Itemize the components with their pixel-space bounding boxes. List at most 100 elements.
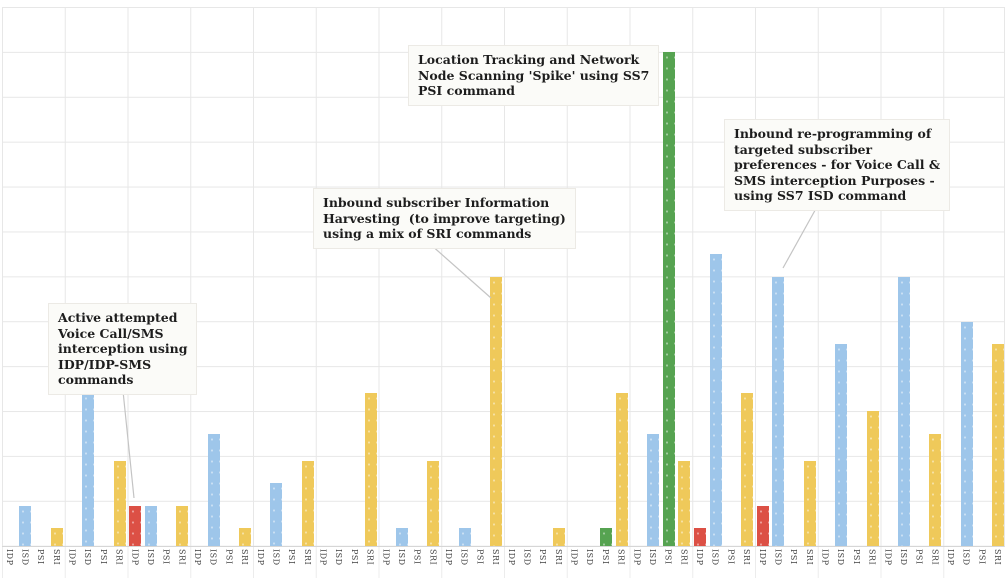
bar-sri-group11 (678, 460, 691, 546)
bar-isd-group5 (270, 483, 283, 546)
x-axis-label: SRI (365, 549, 375, 566)
bar-sri-group15 (929, 433, 942, 546)
x-axis-label: SRI (679, 549, 689, 566)
x-axis-label: ISD (836, 549, 846, 566)
x-axis-label: IDP (506, 549, 516, 566)
x-axis-label: ISD (710, 549, 720, 566)
x-axis-label: IDP (381, 549, 391, 566)
x-axis-label: ISD (208, 549, 218, 566)
bar-isd-group1 (19, 505, 32, 546)
bar-sri-group12 (741, 393, 754, 546)
x-axis-label: SRI (616, 549, 626, 566)
x-axis-label: SRI (302, 549, 312, 566)
x-axis-label: IDP (4, 549, 14, 566)
bar-sri-group8 (490, 276, 503, 546)
bar-sri-group4 (239, 528, 252, 546)
x-axis-label: SRI (742, 549, 752, 566)
x-axis-label: SRI (114, 549, 124, 566)
x-axis-label: SRI (428, 549, 438, 566)
x-axis-label: IDP (67, 549, 77, 566)
x-axis-label: PSI (914, 549, 924, 565)
x-axis-label: ISD (898, 549, 908, 566)
x-axis-label: IDP (318, 549, 328, 566)
bar-idp-group3 (129, 505, 142, 546)
x-axis-label: IDP (569, 549, 579, 566)
bar-isd-group14 (835, 343, 848, 546)
x-axis-label: SRI (553, 549, 563, 566)
x-axis-label: IDP (757, 549, 767, 566)
x-axis-label: PSI (475, 549, 485, 565)
bar-sri-group1 (50, 528, 63, 546)
bar-sri-group13 (803, 460, 816, 546)
bar-sri-group9 (552, 528, 565, 546)
x-axis-label: IDP (130, 549, 140, 566)
bar-isd-group13 (772, 276, 785, 546)
x-axis-label: ISD (20, 549, 30, 566)
bar-sri-group3 (176, 505, 189, 546)
x-axis-label: ISD (334, 549, 344, 566)
annotation-psi-spike: Location Tracking and Network Node Scann… (408, 45, 660, 106)
bar-sri-group14 (866, 411, 879, 546)
bar-isd-group2 (82, 393, 95, 546)
x-axis-label: IDP (695, 549, 705, 566)
x-axis-label: IDP (632, 549, 642, 566)
bar-isd-group15 (897, 276, 910, 546)
x-axis-label: PSI (726, 549, 736, 565)
bar-isd-group4 (207, 433, 220, 546)
x-axis-label: IDP (883, 549, 893, 566)
bar-sri-group6 (364, 393, 377, 546)
bar-idp-group13 (756, 505, 769, 546)
x-axis-label: PSI (36, 549, 46, 565)
x-axis-label: ISD (522, 549, 532, 566)
x-axis-label: SRI (491, 549, 501, 566)
x-axis-label: IDP (255, 549, 265, 566)
x-axis-label: ISD (145, 549, 155, 566)
x-axis-label: PSI (161, 549, 171, 565)
x-axis-label: SRI (804, 549, 814, 566)
bar-isd-group16 (960, 321, 973, 546)
annotation-isd-reprogramming: Inbound re-programming of targeted subsc… (724, 119, 951, 211)
bar-sri-group16 (992, 343, 1005, 546)
x-axis-label: SRI (867, 549, 877, 566)
bar-isd-group7 (395, 528, 408, 546)
x-axis-label: IDP (820, 549, 830, 566)
bar-isd-group8 (458, 528, 471, 546)
bar-isd-group11 (646, 433, 659, 546)
x-axis-label: PSI (977, 549, 987, 565)
x-axis-label: PSI (789, 549, 799, 565)
x-axis-label: SRI (177, 549, 187, 566)
x-axis-label: PSI (600, 549, 610, 565)
x-axis-label: PSI (224, 549, 234, 565)
x-axis-label: PSI (663, 549, 673, 565)
x-axis-label: IDP (946, 549, 956, 566)
x-axis-label: ISD (647, 549, 657, 566)
x-axis-label: SRI (993, 549, 1003, 566)
bar-psi-group10 (599, 528, 612, 546)
x-axis-label: PSI (412, 549, 422, 565)
x-axis-label: ISD (83, 549, 93, 566)
x-axis-labels: IDP ISD PSI SRI IDP ISD PSI SRI IDP ISD PSI SRI IDP I… (2, 547, 1004, 578)
bar-isd-group12 (709, 254, 722, 546)
annotation-sri-harvesting: Inbound subscriber Information Harvestin… (313, 188, 576, 249)
x-axis-label: SRI (51, 549, 61, 566)
x-axis-label: PSI (538, 549, 548, 565)
bar-psi-group11 (662, 52, 675, 546)
x-axis-label: ISD (585, 549, 595, 566)
bar-isd-group3 (144, 505, 157, 546)
bar-idp-group12 (694, 528, 707, 546)
annotation-idp-interception: Active attempted Voice Call/SMS intercep… (48, 303, 198, 395)
bar-sri-group2 (113, 460, 126, 546)
x-axis-label: ISD (459, 549, 469, 566)
x-axis-label: PSI (349, 549, 359, 565)
x-axis-label: PSI (98, 549, 108, 565)
x-axis-label: IDP (193, 549, 203, 566)
x-axis-label: PSI (851, 549, 861, 565)
bar-sri-group5 (301, 460, 314, 546)
x-axis-label: ISD (961, 549, 971, 566)
x-axis-label: PSI (287, 549, 297, 565)
x-axis-label: SRI (930, 549, 940, 566)
x-axis-label: IDP (444, 549, 454, 566)
bar-sri-group10 (615, 393, 628, 546)
x-axis-label: ISD (396, 549, 406, 566)
